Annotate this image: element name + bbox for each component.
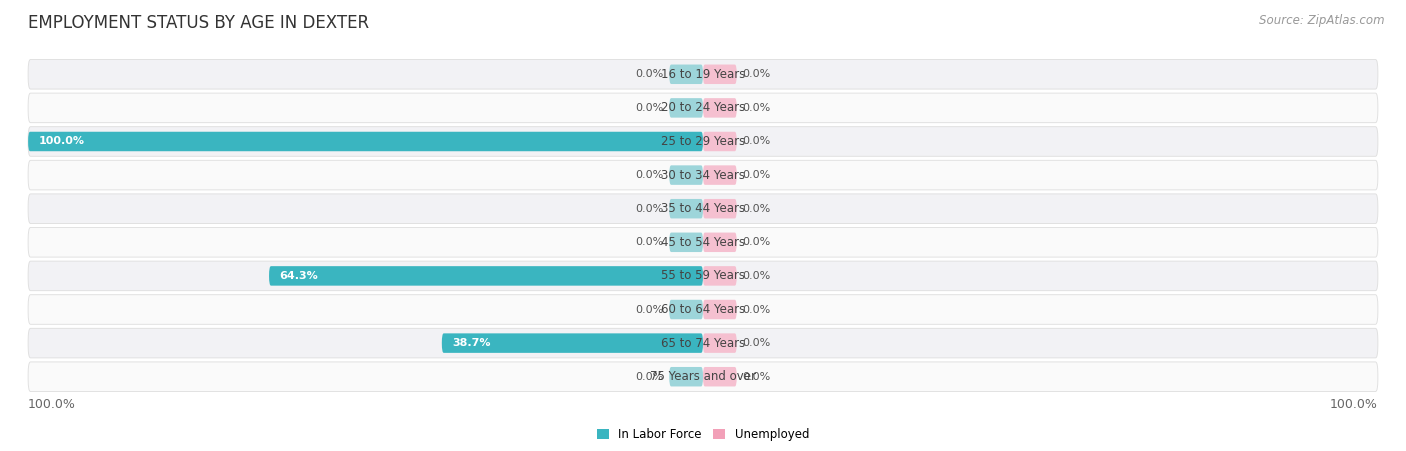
Text: 100.0%: 100.0% (28, 397, 76, 410)
FancyBboxPatch shape (28, 160, 1378, 190)
FancyBboxPatch shape (28, 60, 1378, 89)
FancyBboxPatch shape (28, 132, 703, 151)
Text: 0.0%: 0.0% (742, 170, 770, 180)
Text: EMPLOYMENT STATUS BY AGE IN DEXTER: EMPLOYMENT STATUS BY AGE IN DEXTER (28, 14, 370, 32)
FancyBboxPatch shape (669, 98, 703, 118)
FancyBboxPatch shape (703, 166, 737, 185)
Text: 0.0%: 0.0% (742, 271, 770, 281)
Text: 0.0%: 0.0% (742, 372, 770, 382)
Text: 38.7%: 38.7% (451, 338, 491, 348)
FancyBboxPatch shape (28, 295, 1378, 324)
FancyBboxPatch shape (28, 93, 1378, 123)
Text: 60 to 64 Years: 60 to 64 Years (661, 303, 745, 316)
Text: Source: ZipAtlas.com: Source: ZipAtlas.com (1260, 14, 1385, 27)
Text: 100.0%: 100.0% (38, 137, 84, 147)
Text: 0.0%: 0.0% (742, 237, 770, 247)
FancyBboxPatch shape (441, 333, 703, 353)
FancyBboxPatch shape (669, 64, 703, 84)
Text: 65 to 74 Years: 65 to 74 Years (661, 336, 745, 350)
FancyBboxPatch shape (269, 266, 703, 285)
Text: 0.0%: 0.0% (636, 372, 664, 382)
Text: 30 to 34 Years: 30 to 34 Years (661, 169, 745, 182)
Text: 0.0%: 0.0% (636, 170, 664, 180)
FancyBboxPatch shape (703, 233, 737, 252)
Text: 0.0%: 0.0% (636, 237, 664, 247)
Text: 16 to 19 Years: 16 to 19 Years (661, 68, 745, 81)
Text: 100.0%: 100.0% (1330, 397, 1378, 410)
FancyBboxPatch shape (28, 261, 1378, 291)
FancyBboxPatch shape (28, 194, 1378, 224)
Text: 0.0%: 0.0% (742, 204, 770, 214)
Text: 0.0%: 0.0% (742, 69, 770, 79)
Text: 55 to 59 Years: 55 to 59 Years (661, 269, 745, 282)
FancyBboxPatch shape (28, 362, 1378, 391)
Text: 20 to 24 Years: 20 to 24 Years (661, 101, 745, 115)
Text: 35 to 44 Years: 35 to 44 Years (661, 202, 745, 215)
FancyBboxPatch shape (28, 328, 1378, 358)
Text: 0.0%: 0.0% (742, 304, 770, 314)
Text: 0.0%: 0.0% (636, 304, 664, 314)
FancyBboxPatch shape (703, 98, 737, 118)
Legend: In Labor Force, Unemployed: In Labor Force, Unemployed (592, 423, 814, 446)
Text: 0.0%: 0.0% (636, 204, 664, 214)
FancyBboxPatch shape (669, 199, 703, 218)
FancyBboxPatch shape (703, 266, 737, 285)
FancyBboxPatch shape (703, 132, 737, 151)
FancyBboxPatch shape (669, 367, 703, 387)
FancyBboxPatch shape (703, 199, 737, 218)
FancyBboxPatch shape (669, 233, 703, 252)
FancyBboxPatch shape (703, 64, 737, 84)
Text: 25 to 29 Years: 25 to 29 Years (661, 135, 745, 148)
FancyBboxPatch shape (669, 166, 703, 185)
Text: 0.0%: 0.0% (636, 103, 664, 113)
FancyBboxPatch shape (703, 367, 737, 387)
Text: 75 Years and over: 75 Years and over (650, 370, 756, 383)
FancyBboxPatch shape (669, 300, 703, 319)
Text: 45 to 54 Years: 45 to 54 Years (661, 236, 745, 249)
Text: 64.3%: 64.3% (280, 271, 318, 281)
FancyBboxPatch shape (28, 127, 1378, 156)
FancyBboxPatch shape (28, 227, 1378, 257)
FancyBboxPatch shape (703, 300, 737, 319)
Text: 0.0%: 0.0% (742, 103, 770, 113)
Text: 0.0%: 0.0% (742, 338, 770, 348)
FancyBboxPatch shape (703, 333, 737, 353)
Text: 0.0%: 0.0% (636, 69, 664, 79)
Text: 0.0%: 0.0% (742, 137, 770, 147)
